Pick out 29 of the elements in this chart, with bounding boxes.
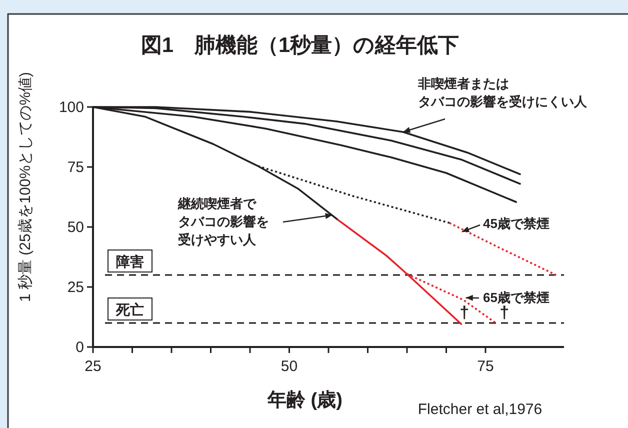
x-tick-label: 50: [280, 358, 298, 375]
x-axis-title: 年齢 (歳): [266, 389, 342, 411]
chart-title: 図1 肺機能（1秒量）の経年低下: [140, 34, 460, 57]
annotation: 継続喫煙者で: [177, 196, 257, 211]
annotation: タバコの影響を: [178, 214, 269, 229]
y-tick-label: 100: [58, 99, 84, 116]
text: 非喫煙者または: [417, 76, 509, 91]
ref-label: 死亡: [108, 298, 152, 320]
x-tick-label: 75: [477, 358, 494, 375]
y-tick-label: 0: [76, 339, 84, 356]
y-axis-title: 1 秒量 (25歳を100%としての%値): [17, 72, 34, 302]
y-tick-label: 50: [67, 219, 84, 236]
ref-line-label: 障害: [116, 254, 144, 270]
ref-label: 障害: [108, 250, 152, 272]
note: タバコの影響を: [178, 213, 333, 229]
annotation: 受けやすい人: [177, 232, 257, 247]
text: Fletcher et al,1976: [418, 401, 542, 418]
y-tick-label: 75: [67, 159, 84, 176]
annotation: †: [460, 303, 470, 322]
note: 45歳で禁煙: [462, 216, 550, 232]
annotation: タバコの影響を受けにくい人: [418, 94, 588, 109]
note: 65歳で禁煙: [466, 290, 550, 305]
annotation: 45歳で禁煙: [483, 216, 550, 231]
y-tick-label: 25: [67, 279, 84, 296]
note: タバコの影響を受けにくい人: [402, 94, 587, 133]
x-tick-label: 25: [84, 358, 102, 375]
ref-line-label: 死亡: [115, 302, 144, 318]
annotation: 65歳で禁煙: [483, 290, 550, 305]
annotation: †: [500, 303, 510, 322]
